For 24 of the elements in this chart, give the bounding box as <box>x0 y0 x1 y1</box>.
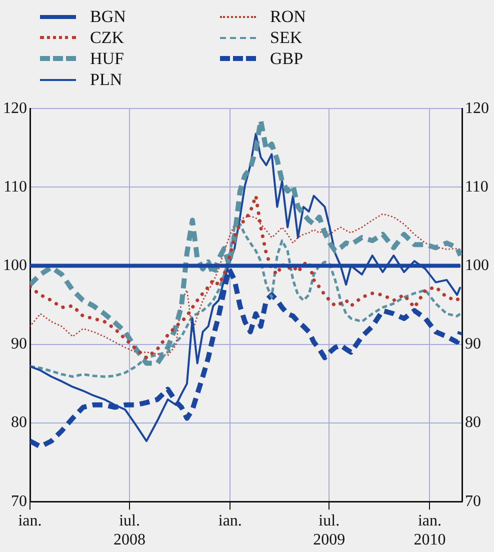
y-tick-label: 70 <box>11 492 27 510</box>
y2-tick-label: 90 <box>465 336 481 353</box>
legend-label: BGN <box>90 6 126 26</box>
y2-tick-label: 70 <box>465 492 481 510</box>
legend-label: PLN <box>90 70 122 90</box>
y-tick-label: 90 <box>11 336 27 353</box>
legend-label: SEK <box>270 28 302 48</box>
y-tick-label: 120 <box>3 100 27 117</box>
x-tick-label: ian. 2010 <box>414 512 446 549</box>
x-tick-label: ian. <box>18 512 42 530</box>
legend-label: HUF <box>90 48 124 68</box>
y-tick-label: 110 <box>4 178 27 196</box>
legend-label: RON <box>270 6 306 26</box>
y2-tick-label: 120 <box>465 100 489 117</box>
y-tick-label: 100 <box>3 257 27 274</box>
y2-tick-label: 110 <box>465 178 488 196</box>
x-tick-label: iul. 2008 <box>114 512 146 549</box>
legend-label: CZK <box>90 28 124 48</box>
legend-label: GBP <box>270 48 304 68</box>
y2-tick-label: 100 <box>465 257 489 274</box>
x-tick-label: iul. 2009 <box>313 512 346 549</box>
y-tick-label: 80 <box>11 414 27 432</box>
y2-tick-label: 80 <box>465 414 481 432</box>
x-tick-label: ian. <box>218 512 242 530</box>
